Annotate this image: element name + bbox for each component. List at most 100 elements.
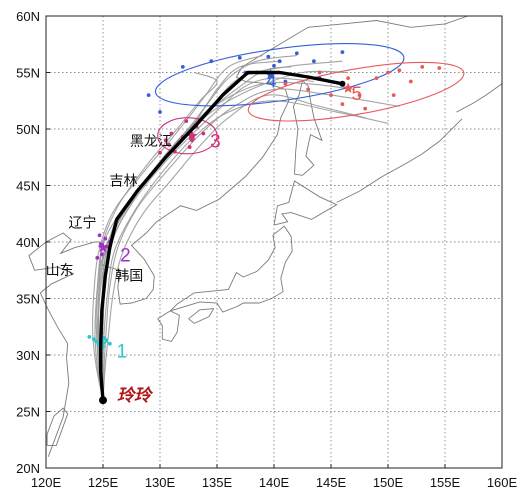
uncertainty-ellipses [154, 43, 465, 155]
x-tick-label: 130E [145, 475, 176, 490]
forecast-point [374, 76, 379, 81]
forecast-point [107, 341, 112, 346]
forecast-point [237, 55, 242, 60]
coastline [336, 118, 463, 203]
uncertainty-ellipse [154, 43, 405, 107]
forecast-point [201, 131, 206, 136]
forecast-step-label: 5 [352, 84, 363, 105]
y-tick-label: 25N [16, 405, 40, 420]
forecast-step-label: 4 [266, 71, 277, 92]
forecast-point [329, 93, 333, 97]
forecast-point [397, 68, 402, 73]
coastline [169, 225, 293, 313]
x-tick-label: 150E [373, 475, 404, 490]
y-tick-label: 45N [16, 179, 40, 194]
y-tick-label: 55N [16, 66, 40, 81]
ensemble-track [92, 55, 263, 401]
y-tick-label: 40N [16, 235, 40, 250]
track-end-point [339, 80, 346, 87]
x-tick-label: 135E [202, 475, 233, 490]
coastline [188, 308, 215, 324]
forecast-point [95, 255, 100, 260]
region-label: 韩国 [115, 267, 143, 283]
ensemble-track [96, 60, 343, 401]
forecast-point [184, 119, 189, 123]
forecast-point [98, 242, 103, 247]
forecast-point [97, 233, 102, 238]
region-label: 辽宁 [68, 214, 96, 230]
forecast-point [363, 106, 368, 111]
forecast-point [272, 63, 276, 68]
typhoon-start-point [99, 396, 107, 405]
coastline [46, 407, 69, 446]
ensemble-track [102, 100, 389, 401]
forecast-point [163, 138, 168, 143]
forecast-points [87, 50, 442, 351]
uncertainty-ellipse [247, 61, 465, 122]
forecast-point [87, 335, 92, 339]
forecast-point [169, 131, 174, 136]
forecast-point [357, 93, 362, 97]
forecast-point [312, 59, 316, 64]
forecast-center-star [97, 241, 109, 253]
forecast-point [266, 54, 271, 59]
forecast-point [180, 64, 185, 69]
forecast-point [91, 337, 96, 342]
y-axis-ticks: 20N 25N 30N 35N 40N 45N 50N 55N 60N [16, 9, 50, 476]
forecast-point [408, 79, 413, 84]
ensemble-track [101, 81, 354, 401]
coastlines [28, 15, 503, 457]
coastline [157, 310, 180, 342]
forecast-point [346, 76, 350, 81]
forecast-point [277, 59, 282, 64]
forecast-point [103, 236, 108, 241]
x-axis-ticks: 120E 125E 130E 135E 140E 145E 150E 155E 160E [31, 464, 518, 490]
forecast-point [102, 336, 107, 340]
grid-lines [46, 16, 502, 468]
forecast-point [187, 145, 192, 149]
ensemble-track [102, 94, 366, 401]
forecast-point [167, 142, 172, 147]
y-tick-label: 20N [16, 461, 40, 476]
mean-track [99, 70, 346, 405]
forecast-point [317, 70, 322, 75]
typhoon-name-label: 玲玲 [117, 386, 154, 405]
y-tick-label: 35N [16, 292, 40, 307]
ensemble-track [102, 88, 400, 401]
forecast-point [209, 59, 214, 64]
forecast-point [386, 70, 390, 75]
y-tick-label: 30N [16, 348, 40, 363]
region-label: 吉林 [110, 173, 138, 189]
forecast-point [340, 102, 345, 107]
region-label: 黑龙江 [130, 133, 172, 149]
y-tick-label: 50N [16, 122, 40, 137]
x-tick-label: 160E [487, 475, 518, 490]
forecast-center-star [342, 82, 354, 94]
coastline [292, 79, 323, 176]
coastline [273, 180, 338, 226]
x-tick-label: 125E [88, 475, 119, 490]
ensemble-track [97, 55, 297, 401]
forecast-point [340, 50, 345, 55]
forecast-step-label: 1 [117, 341, 128, 362]
x-tick-label: 120E [31, 475, 62, 490]
x-tick-label: 140E [259, 475, 290, 490]
forecast-point [391, 93, 396, 97]
forecast-point [294, 51, 299, 56]
forecast-point [420, 64, 425, 69]
coastline [166, 15, 468, 216]
forecast-point [99, 252, 104, 257]
coastline [456, 83, 503, 113]
x-tick-label: 145E [316, 475, 347, 490]
forecast-point [306, 87, 311, 92]
forecast-point [158, 110, 162, 114]
ensemble-tracks [92, 55, 400, 401]
forecast-point [190, 138, 194, 143]
coastline [28, 232, 101, 457]
x-tick-label: 155E [430, 475, 461, 490]
mean-track-line [99, 70, 345, 402]
forecast-step-label: 2 [120, 245, 131, 266]
